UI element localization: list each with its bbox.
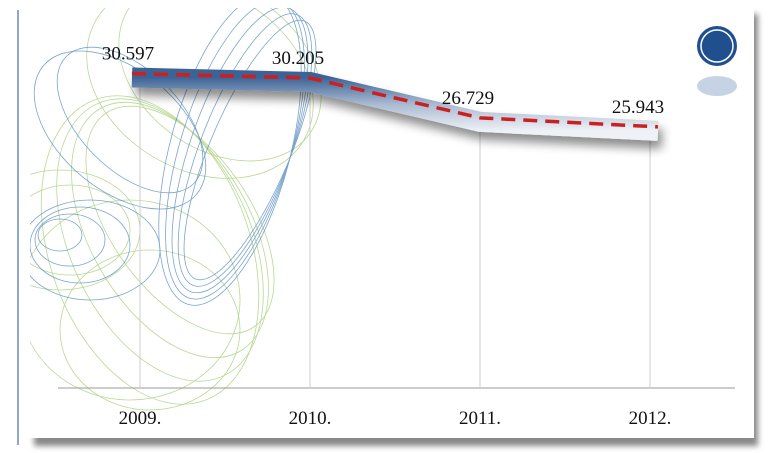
x-tick-label: 2012. <box>629 408 672 429</box>
logo <box>697 26 737 96</box>
decoration <box>30 8 322 411</box>
x-tick-label: 2010. <box>289 408 332 429</box>
data-ribbon <box>131 67 659 141</box>
x-tick-label: 2011. <box>459 408 501 429</box>
x-tick-label: 2009. <box>119 408 162 429</box>
trend-line <box>131 71 659 129</box>
data-label: 30.597 <box>102 44 154 65</box>
data-label: 30.205 <box>272 48 324 69</box>
data-label: 26.729 <box>442 88 494 109</box>
data-label: 25.943 <box>612 97 664 118</box>
